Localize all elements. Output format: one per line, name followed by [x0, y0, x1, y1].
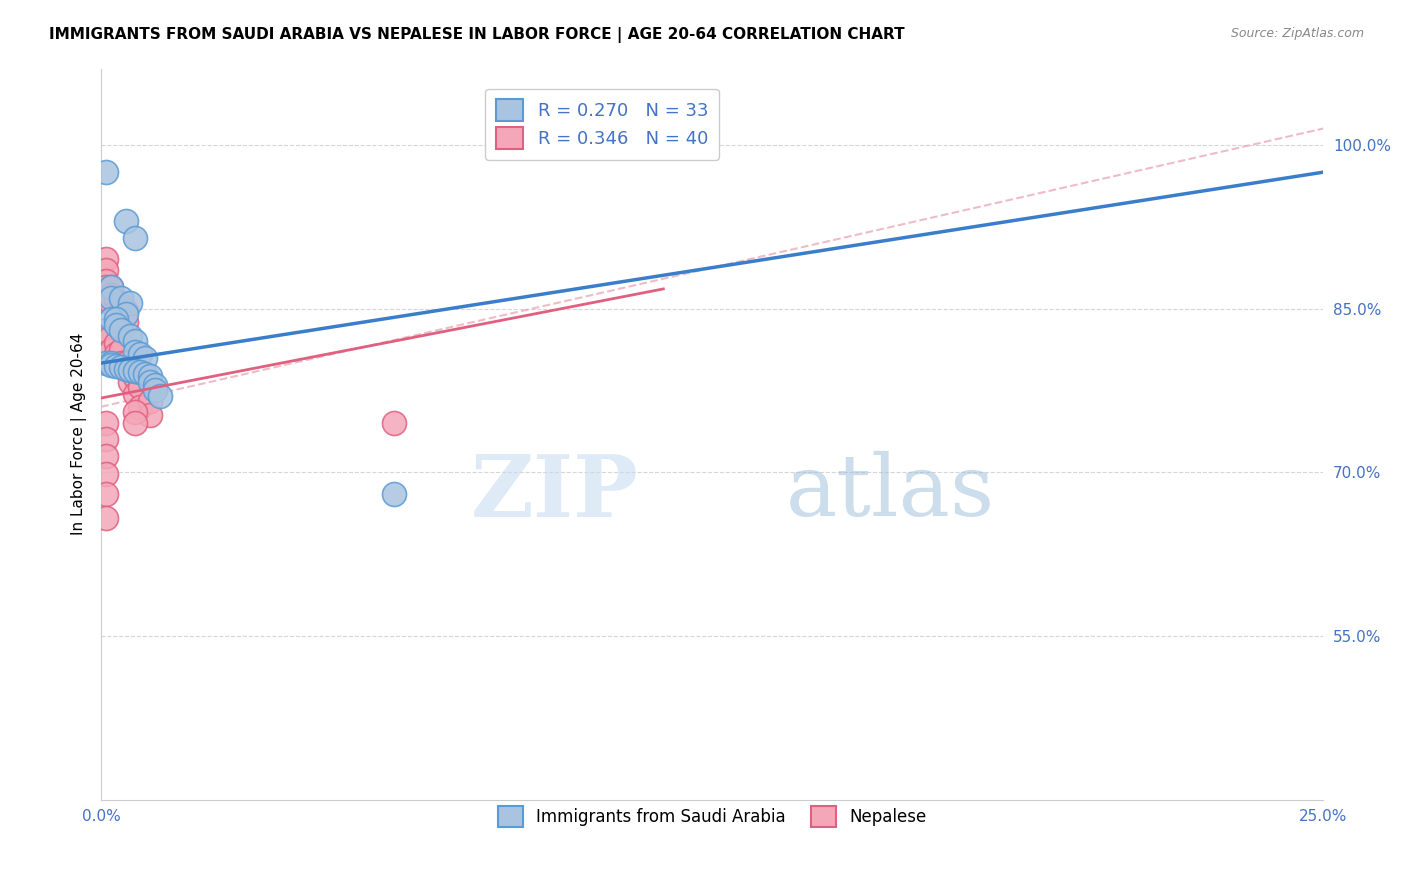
- Point: [100, 296, 122, 310]
- Point: [114, 315, 136, 329]
- Point: [110, 360, 132, 375]
- Point: [94, 274, 117, 288]
- Point: [114, 214, 136, 228]
- Point: [100, 288, 122, 302]
- Point: [100, 343, 122, 357]
- Point: [100, 356, 122, 370]
- Point: [100, 279, 122, 293]
- Point: [94, 416, 117, 430]
- Point: [100, 312, 122, 326]
- Point: [129, 365, 152, 379]
- Point: [104, 318, 127, 332]
- Point: [94, 252, 117, 267]
- Point: [124, 370, 146, 384]
- Point: [94, 511, 117, 525]
- Point: [149, 389, 172, 403]
- Point: [124, 386, 146, 401]
- Point: [530, 137, 553, 152]
- Point: [104, 336, 127, 351]
- Point: [94, 467, 117, 482]
- Point: [384, 416, 406, 430]
- Point: [104, 347, 127, 361]
- Point: [114, 361, 136, 376]
- Text: Source: ZipAtlas.com: Source: ZipAtlas.com: [1230, 27, 1364, 40]
- Point: [143, 378, 166, 392]
- Point: [120, 362, 142, 376]
- Point: [94, 449, 117, 463]
- Point: [129, 347, 152, 361]
- Point: [114, 356, 136, 370]
- Point: [94, 487, 117, 501]
- Point: [100, 279, 122, 293]
- Point: [120, 375, 142, 389]
- Point: [124, 334, 146, 349]
- Point: [94, 263, 117, 277]
- Point: [384, 487, 406, 501]
- Point: [120, 296, 142, 310]
- Point: [94, 334, 117, 349]
- Point: [120, 361, 142, 376]
- Point: [129, 380, 152, 394]
- Point: [124, 364, 146, 378]
- Point: [110, 323, 132, 337]
- Point: [100, 291, 122, 305]
- Point: [104, 359, 127, 374]
- Y-axis label: In Labor Force | Age 20-64: In Labor Force | Age 20-64: [72, 333, 87, 535]
- Point: [134, 367, 156, 381]
- Point: [104, 293, 127, 307]
- Point: [94, 291, 117, 305]
- Point: [139, 394, 162, 409]
- Text: IMMIGRANTS FROM SAUDI ARABIA VS NEPALESE IN LABOR FORCE | AGE 20-64 CORRELATION : IMMIGRANTS FROM SAUDI ARABIA VS NEPALESE…: [49, 27, 905, 43]
- Point: [143, 384, 166, 398]
- Point: [94, 433, 117, 447]
- Point: [139, 375, 162, 389]
- Point: [110, 299, 132, 313]
- Point: [124, 345, 146, 359]
- Point: [114, 303, 136, 318]
- Legend: Immigrants from Saudi Arabia, Nepalese: Immigrants from Saudi Arabia, Nepalese: [489, 798, 935, 835]
- Point: [110, 291, 132, 305]
- Point: [124, 230, 146, 244]
- Point: [110, 356, 132, 370]
- Point: [94, 279, 117, 293]
- Point: [104, 312, 127, 326]
- Text: atlas: atlas: [786, 451, 994, 534]
- Point: [104, 303, 127, 318]
- Point: [114, 307, 136, 321]
- Point: [139, 369, 162, 384]
- Text: ZIP: ZIP: [471, 450, 638, 534]
- Point: [94, 165, 117, 179]
- Point: [94, 356, 117, 370]
- Point: [100, 359, 122, 373]
- Point: [124, 405, 146, 419]
- Point: [124, 416, 146, 430]
- Point: [134, 351, 156, 365]
- Point: [94, 323, 117, 337]
- Point: [100, 328, 122, 343]
- Point: [110, 343, 132, 357]
- Point: [110, 310, 132, 325]
- Point: [120, 328, 142, 343]
- Point: [129, 400, 152, 414]
- Point: [139, 409, 162, 423]
